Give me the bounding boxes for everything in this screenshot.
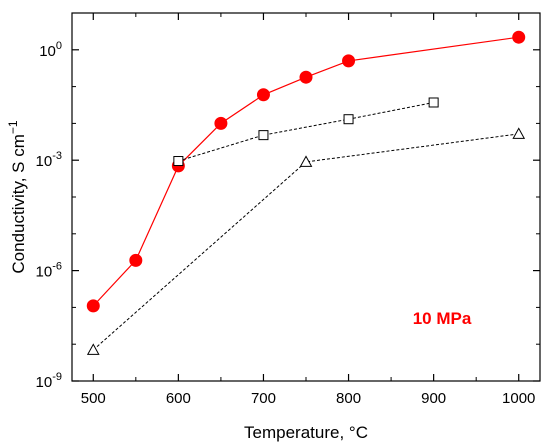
y-tick-exponent: -9 [52, 371, 62, 383]
y-tick-label: 10-6 [36, 261, 62, 281]
data-point-circle [299, 70, 313, 84]
data-point-triangle [512, 127, 526, 139]
data-point-triangle [299, 155, 313, 167]
y-tick-base: 10 [36, 374, 53, 391]
y-tick-exponent: 0 [56, 40, 62, 52]
data-point-square [258, 130, 269, 141]
series-line [92, 133, 519, 351]
data-point-square [343, 114, 354, 125]
x-tick-label: 500 [81, 390, 106, 407]
series-line [178, 102, 434, 162]
y-tick-label: 10-3 [36, 150, 62, 170]
x-tick-label: 600 [166, 390, 191, 407]
y-tick-base: 10 [36, 264, 53, 281]
data-point-circle [86, 299, 100, 313]
series-line [92, 36, 519, 307]
data-point-circle [214, 116, 228, 130]
y-axis-label-exponent: −1 [6, 120, 20, 134]
x-tick-label: 900 [421, 390, 446, 407]
y-axis-label-main: Conductivity, S cm [9, 134, 28, 274]
y-tick-label: 10-9 [36, 371, 62, 391]
x-tick-label: 1000 [502, 390, 535, 407]
x-axis-ticks: 500 600 700 800 900 1000 [81, 13, 535, 407]
series-layer [86, 30, 526, 355]
y-axis-label: Conductivity, S cm−1 [6, 120, 28, 274]
x-tick-label: 800 [336, 390, 361, 407]
x-axis-label: Temperature, °C [244, 423, 368, 442]
series-filled-circle [86, 30, 526, 313]
y-tick-label: 100 [39, 40, 62, 60]
y-tick-base: 10 [36, 153, 53, 170]
pressure-annotation: 10 MPa [413, 309, 472, 328]
series-open-square [173, 97, 439, 167]
data-point-triangle [86, 343, 100, 355]
y-tick-exponent: -6 [52, 261, 62, 273]
y-tick-exponent: -3 [52, 150, 62, 162]
data-point-circle [129, 253, 143, 267]
x-tick-label: 700 [251, 390, 276, 407]
data-point-circle [256, 88, 270, 102]
data-point-square [173, 156, 184, 167]
series-open-triangle [86, 127, 526, 355]
data-point-square [428, 97, 439, 108]
data-point-circle [512, 30, 526, 44]
y-tick-base: 10 [39, 43, 56, 60]
data-point-circle [342, 54, 356, 68]
